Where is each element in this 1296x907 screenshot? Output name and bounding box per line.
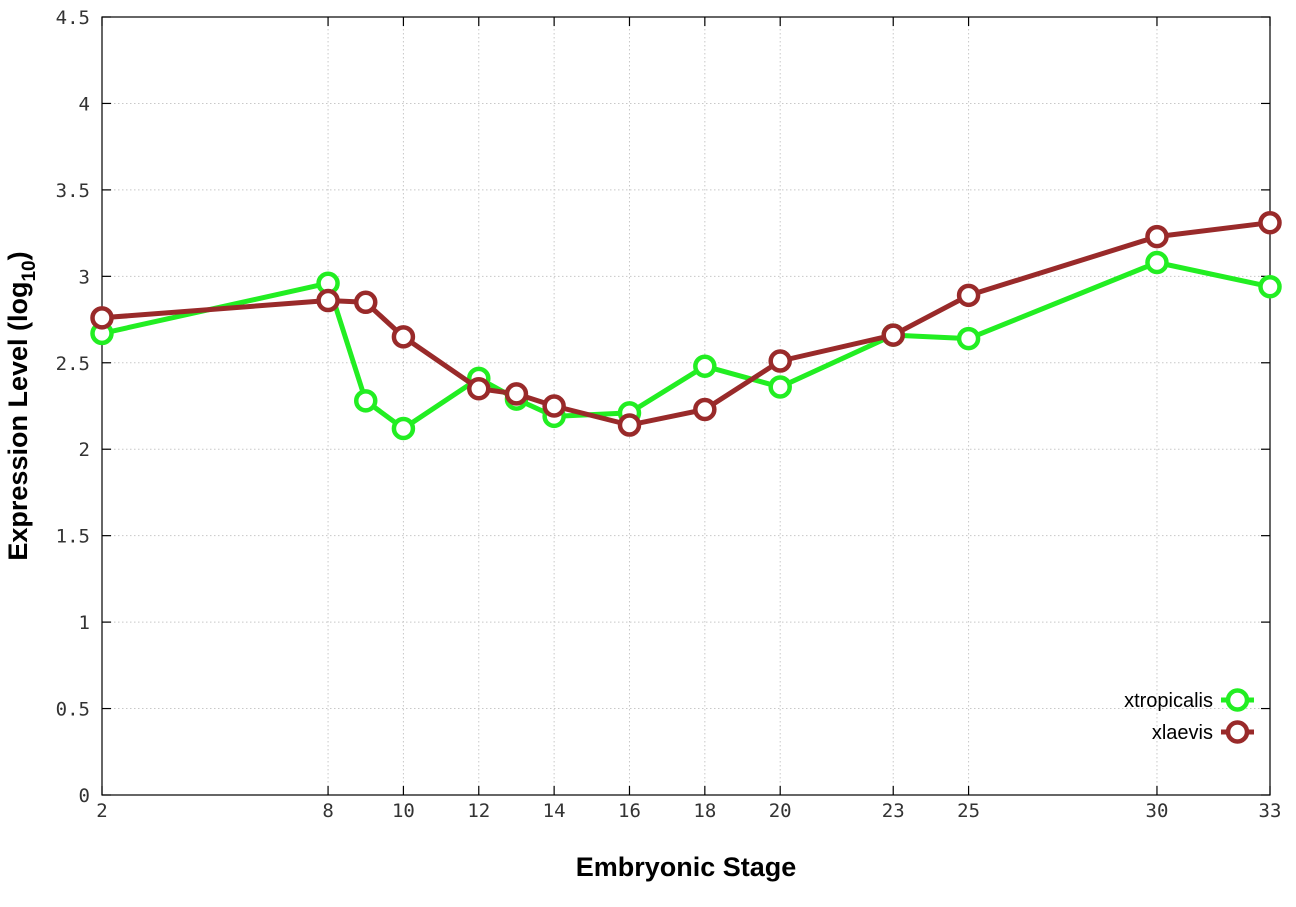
y-tick-label: 1 (79, 612, 90, 634)
plot-frame (101, 16, 1271, 796)
y-tick-label: 2 (79, 439, 90, 461)
y-tick-label: 3 (79, 266, 90, 288)
y-axis-title-subscript: 10 (19, 260, 40, 281)
x-tick-label: 16 (618, 800, 641, 822)
y-tick-label: 4 (79, 93, 90, 115)
data-point-xtropicalis (693, 354, 717, 378)
x-tick-label: 8 (322, 800, 333, 822)
legend-marker-xtropicalis (1225, 688, 1250, 712)
data-point-xlaevis (316, 288, 340, 313)
x-tick-label: 14 (543, 800, 566, 822)
data-point-xlaevis (1258, 210, 1282, 235)
y-tick-label: 3.5 (56, 180, 90, 202)
data-point-xtropicalis (1145, 250, 1169, 275)
data-point-xlaevis (617, 413, 642, 437)
svg-text:Expression Level (log10): Expression Level (log10) (3, 251, 40, 560)
x-tick-label: 23 (882, 800, 905, 822)
grid (102, 17, 1270, 795)
y-axis-title-close: ) (3, 251, 33, 260)
data-point-xtropicalis (391, 416, 416, 441)
x-tick-label: 25 (957, 800, 980, 822)
data-point-xlaevis (956, 283, 981, 308)
data-point-xlaevis (504, 382, 529, 406)
x-tick-label: 12 (467, 800, 490, 822)
legend-label-xtropicalis: xtropicalis (1124, 690, 1213, 712)
x-tick-label: 20 (769, 800, 792, 822)
data-point-xtropicalis (1258, 274, 1282, 299)
tick-labels: 0 0.5 1 1.5 2 2.5 3 3.5 4 4.5 2 8 10 12 14 16 18 20 23 25 30… (56, 7, 1282, 822)
data-point-xlaevis (693, 397, 717, 422)
y-tick-label: 4.5 (56, 7, 90, 29)
x-tick-label: 33 (1259, 800, 1282, 822)
y-tick-label: 0 (79, 785, 90, 807)
series-xlaevis (90, 210, 1282, 437)
data-point-xtropicalis (353, 389, 378, 413)
x-tick-label: 2 (96, 800, 107, 822)
data-point-xtropicalis (768, 375, 792, 399)
y-axis-title-main: Expression Level (log (3, 282, 33, 561)
x-tick-label: 10 (392, 800, 415, 822)
data-point-xlaevis (90, 306, 114, 330)
y-tick-label: 1.5 (56, 526, 90, 548)
series-xtropicalis (90, 250, 1282, 441)
legend-marker-xlaevis (1225, 720, 1250, 744)
legend-label-xlaevis: xlaevis (1152, 722, 1213, 744)
legend: xtropicalis xlaevis (1124, 688, 1254, 744)
y-tick-label: 2.5 (56, 353, 90, 375)
axis-ticks (101, 16, 1271, 796)
series-layer (90, 210, 1282, 441)
data-point-xlaevis (467, 376, 491, 401)
series-line-xlaevis (101, 220, 1271, 428)
data-point-xlaevis (353, 290, 378, 315)
x-tick-label: 18 (693, 800, 716, 822)
y-axis-title: Expression Level (log10) (3, 251, 40, 560)
data-point-xlaevis (542, 394, 566, 418)
data-point-xlaevis (881, 323, 905, 347)
data-point-xtropicalis (956, 326, 981, 351)
data-point-xlaevis (1145, 224, 1169, 249)
data-point-xlaevis (391, 325, 416, 349)
x-tick-label: 30 (1146, 800, 1169, 822)
data-point-xlaevis (768, 349, 792, 373)
y-tick-label: 0.5 (56, 699, 90, 721)
series-line-xtropicalis (101, 260, 1271, 431)
x-axis-title: Embryonic Stage (576, 852, 797, 882)
